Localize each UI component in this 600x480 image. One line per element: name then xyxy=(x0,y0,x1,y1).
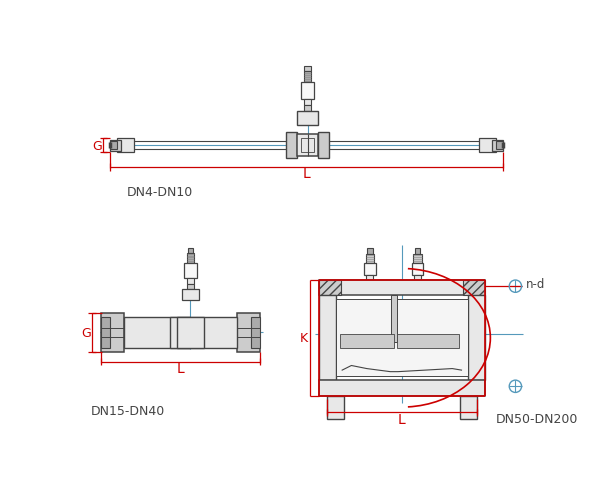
Text: L: L xyxy=(398,412,406,426)
Bar xyxy=(304,67,311,72)
Bar xyxy=(412,264,424,276)
Bar xyxy=(319,296,336,380)
Bar xyxy=(367,276,373,280)
Bar xyxy=(463,280,485,296)
Bar xyxy=(467,296,485,380)
Bar xyxy=(187,253,194,264)
Text: K: K xyxy=(299,332,308,345)
Bar xyxy=(187,284,194,289)
Bar xyxy=(460,396,477,419)
Bar xyxy=(493,141,503,151)
Bar xyxy=(340,334,394,348)
Bar xyxy=(496,142,503,150)
Bar xyxy=(176,317,205,348)
Text: L: L xyxy=(176,361,184,375)
Bar xyxy=(124,317,190,348)
Text: DN15-DN40: DN15-DN40 xyxy=(91,405,164,418)
Bar xyxy=(110,142,118,150)
Bar xyxy=(304,106,311,112)
Bar xyxy=(301,139,314,153)
Bar xyxy=(236,313,260,352)
Bar xyxy=(184,264,197,279)
Bar xyxy=(318,133,329,159)
Text: DN50-DN200: DN50-DN200 xyxy=(496,412,578,425)
Bar xyxy=(110,141,121,151)
Bar xyxy=(101,317,110,348)
Bar xyxy=(297,135,318,157)
Bar xyxy=(298,112,317,126)
Bar xyxy=(319,280,341,296)
Bar xyxy=(479,139,496,153)
Bar xyxy=(397,334,459,348)
Bar xyxy=(304,72,311,83)
Text: L: L xyxy=(303,167,311,180)
Bar xyxy=(319,380,485,396)
Bar xyxy=(414,276,421,280)
Bar xyxy=(327,396,344,419)
Bar xyxy=(336,300,467,376)
Text: G: G xyxy=(81,326,91,339)
Bar xyxy=(187,279,194,284)
Bar xyxy=(413,254,422,264)
Bar xyxy=(118,139,134,153)
Bar xyxy=(286,133,297,159)
Bar xyxy=(364,264,376,276)
Bar xyxy=(319,280,485,296)
Bar xyxy=(251,317,260,348)
Text: n-d: n-d xyxy=(526,277,545,290)
Bar xyxy=(188,248,193,253)
Text: G: G xyxy=(92,140,102,153)
Bar xyxy=(391,296,397,342)
Bar xyxy=(170,317,236,348)
Bar xyxy=(367,248,373,254)
Text: DN4-DN10: DN4-DN10 xyxy=(127,186,193,199)
Bar xyxy=(101,313,124,352)
Bar xyxy=(301,83,314,100)
Bar xyxy=(304,100,311,106)
Bar xyxy=(365,254,374,264)
Bar xyxy=(415,248,421,254)
Bar xyxy=(182,289,199,300)
